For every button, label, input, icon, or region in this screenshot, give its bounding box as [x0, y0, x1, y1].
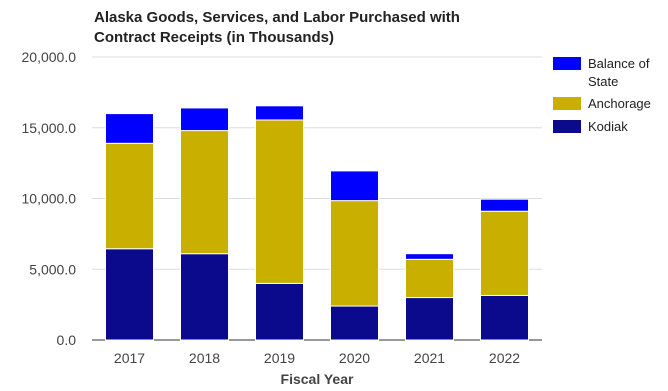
bars — [105, 105, 529, 341]
bar-kodiak-2022 — [480, 294, 529, 341]
bar-kodiak-2017 — [105, 248, 154, 341]
x-tick-label: 2022 — [489, 350, 520, 366]
x-axis-ticks: 2017 2018 2019 2020 2021 2022 — [114, 350, 520, 366]
legend-label-balance-of-state: Balance of — [588, 56, 650, 71]
bar-balance-of-state-2018 — [180, 107, 229, 132]
x-tick-label: 2019 — [264, 350, 295, 366]
legend-swatch-anchorage — [553, 97, 581, 110]
y-tick-label: 0.0 — [57, 332, 77, 348]
legend-label-balance-of-state: State — [588, 74, 618, 89]
legend-label-anchorage: Anchorage — [588, 96, 651, 111]
bar-anchorage-2021 — [405, 258, 454, 299]
bar-anchorage-2019 — [255, 119, 304, 284]
bar-balance-of-state-2019 — [255, 105, 304, 121]
bar-balance-of-state-2022 — [480, 198, 529, 212]
bar-anchorage-2018 — [180, 130, 229, 255]
bar-balance-of-state-2021 — [405, 253, 454, 260]
y-tick-label: 15,000.0 — [22, 120, 77, 136]
legend-swatch-balance-of-state — [553, 57, 581, 70]
y-axis-ticks: 0.0 5,000.0 10,000.0 15,000.0 20,000.0 — [22, 49, 77, 348]
legend-swatch-kodiak — [553, 120, 581, 133]
bar-kodiak-2019 — [255, 282, 304, 341]
x-tick-label: 2017 — [114, 350, 145, 366]
bar-anchorage-2017 — [105, 142, 154, 250]
chart-title-line-2: Contract Receipts (in Thousands) — [94, 29, 334, 46]
bar-balance-of-state-2017 — [105, 113, 154, 144]
legend-label-kodiak: Kodiak — [588, 119, 628, 134]
x-tick-label: 2021 — [414, 350, 445, 366]
bar-kodiak-2021 — [405, 297, 454, 341]
legend: Balance of State Anchorage Kodiak — [553, 56, 651, 134]
y-tick-label: 5,000.0 — [29, 261, 76, 277]
x-tick-label: 2018 — [189, 350, 220, 366]
x-tick-label: 2020 — [339, 350, 370, 366]
gridlines — [92, 56, 542, 341]
y-tick-label: 10,000.0 — [22, 191, 77, 207]
bar-anchorage-2022 — [480, 210, 529, 296]
y-tick-label: 20,000.0 — [22, 49, 77, 65]
bar-kodiak-2018 — [180, 253, 229, 341]
x-axis-label: Fiscal Year — [281, 371, 354, 387]
bar-balance-of-state-2020 — [330, 170, 379, 202]
bar-anchorage-2020 — [330, 200, 379, 307]
bar-kodiak-2020 — [330, 305, 379, 341]
chart-title-line-1: Alaska Goods, Services, and Labor Purcha… — [94, 9, 460, 26]
